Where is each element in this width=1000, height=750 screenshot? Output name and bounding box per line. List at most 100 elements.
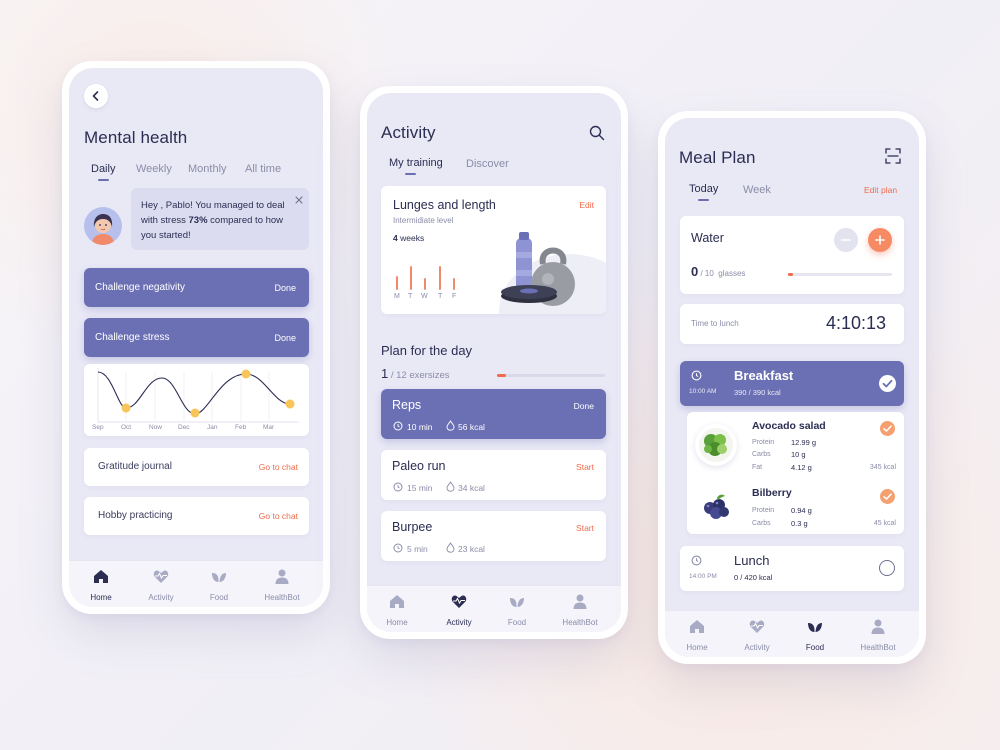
lunch-timer-card: Time to lunch 4:10:13	[680, 304, 904, 344]
tab-monthly[interactable]: Monthly	[188, 163, 227, 175]
nav-home[interactable]: Home	[74, 569, 128, 605]
bilberry-image	[699, 492, 733, 522]
meal-kcal: 0 / 420 kcal	[734, 573, 773, 582]
scan-icon[interactable]	[885, 148, 901, 164]
user-icon	[573, 594, 587, 609]
food-checked[interactable]	[880, 489, 895, 504]
exercise-card[interactable]: Paleo run Start 15 min 34 kcal	[381, 450, 606, 500]
breakfast-card[interactable]: 10:00 AM Breakfast 390 / 390 kcal	[680, 361, 904, 406]
nav-food[interactable]: Food	[192, 569, 246, 605]
meal-name: Breakfast	[734, 368, 794, 383]
weeks-label: weeks	[397, 233, 425, 243]
exercise-card-active[interactable]: Reps Done 10 min 56 kcal	[381, 389, 606, 439]
exercise-start[interactable]: Start	[576, 523, 594, 533]
nav-activity[interactable]: Activity	[730, 619, 784, 655]
nav-label: Activity	[446, 618, 472, 627]
nav-label: Food	[209, 593, 229, 602]
challenge-done[interactable]: Done	[274, 333, 296, 343]
clock-icon	[691, 370, 702, 381]
user-icon	[275, 569, 289, 584]
workout-card[interactable]: Lunges and length Edit Intermidiate leve…	[381, 186, 606, 314]
check-icon	[882, 379, 893, 388]
plan-count: 1	[381, 366, 389, 381]
nav-food[interactable]: Food	[788, 619, 842, 655]
day-label: W	[421, 293, 428, 300]
journal-card[interactable]: Hobby practicing Go to chat	[84, 497, 309, 535]
emoji-markers	[121, 369, 295, 418]
decrease-water-button[interactable]	[834, 228, 858, 252]
challenge-card[interactable]: Challenge stress Done	[84, 318, 309, 357]
nav-home[interactable]: Home	[670, 619, 724, 655]
activity-phone: Activity My training Discover Lunges and…	[360, 86, 628, 639]
macro-label: Protein	[752, 439, 775, 446]
heart-pulse-icon	[451, 595, 467, 608]
workout-level: Intermidiate level	[393, 216, 454, 225]
tab-all-time[interactable]: All time	[245, 163, 282, 175]
go-to-chat-link[interactable]: Go to chat	[258, 511, 298, 521]
food-checked[interactable]	[880, 421, 895, 436]
edit-link[interactable]: Edit	[579, 200, 594, 210]
tab-indicator	[698, 199, 709, 201]
home-icon	[690, 620, 704, 633]
close-icon[interactable]	[294, 192, 304, 204]
exercise-name: Reps	[392, 398, 422, 412]
challenge-label: Challenge negativity	[95, 282, 186, 293]
tab-week[interactable]: Week	[743, 184, 771, 196]
water-count: 0	[691, 264, 699, 279]
nav-food[interactable]: Food	[490, 594, 544, 630]
bottom-nav: Home Activity Food HealthBot	[367, 585, 621, 632]
activity-screen: Activity My training Discover Lunges and…	[367, 93, 621, 632]
mental-health-screen: Mental health Daily Weekly Monthly All t…	[69, 68, 323, 607]
exercise-time: 5 min	[407, 544, 428, 554]
nav-healthbot[interactable]: HealthBot	[255, 569, 309, 605]
journal-label: Gratitude journal	[98, 461, 172, 472]
tab-weekly[interactable]: Weekly	[136, 163, 172, 175]
macro-value: 0.94 g	[791, 506, 812, 515]
tab-my-training[interactable]: My training	[389, 157, 443, 169]
nav-activity[interactable]: Activity	[134, 569, 188, 605]
weeks-number: 4	[393, 233, 398, 243]
lunch-checkbox[interactable]	[879, 560, 895, 576]
avocado-salad-image	[695, 424, 737, 466]
plan-progress-fill	[497, 374, 506, 377]
increase-water-button[interactable]	[868, 228, 892, 252]
nav-healthbot[interactable]: HealthBot	[553, 594, 607, 630]
breakfast-checked[interactable]	[879, 375, 896, 392]
macro-label: Carbs	[752, 520, 771, 527]
challenge-card[interactable]: Challenge negativity Done	[84, 268, 309, 307]
plan-total: / 12 exersizes	[390, 370, 450, 381]
meal-time: 14:00 PM	[689, 573, 717, 580]
plus-icon	[875, 235, 885, 245]
chart-month: Oct	[121, 424, 132, 431]
search-icon[interactable]	[589, 125, 605, 141]
lunch-card[interactable]: 14:00 PM Lunch 0 / 420 kcal	[680, 546, 904, 591]
exercise-start[interactable]: Start	[576, 462, 594, 472]
tab-today[interactable]: Today	[689, 183, 719, 195]
chart-month: Jan	[207, 424, 218, 431]
clock-icon	[691, 555, 702, 566]
meal-name: Lunch	[734, 553, 770, 568]
meal-plan-phone: Meal Plan Today Week Edit plan Water 0 /…	[658, 111, 926, 664]
bottom-nav: Home Activity Food HealthBot	[69, 560, 323, 607]
water-progress-start	[788, 273, 793, 276]
challenge-done[interactable]: Done	[274, 283, 296, 293]
home-icon	[94, 570, 108, 583]
nav-healthbot[interactable]: HealthBot	[851, 619, 905, 655]
tab-daily[interactable]: Daily	[91, 163, 116, 175]
back-button[interactable]	[84, 84, 108, 108]
day-bar	[410, 266, 412, 290]
exercise-card[interactable]: Burpee Start 5 min 23 kcal	[381, 511, 606, 561]
day-label: T	[438, 293, 443, 300]
nav-home[interactable]: Home	[370, 594, 424, 630]
clock-icon	[393, 543, 403, 553]
edit-plan-link[interactable]: Edit plan	[864, 185, 898, 195]
check-icon	[883, 425, 892, 432]
page-title: Meal Plan	[679, 148, 756, 167]
tab-discover[interactable]: Discover	[466, 158, 509, 170]
nav-activity[interactable]: Activity	[432, 594, 486, 630]
journal-card[interactable]: Gratitude journal Go to chat	[84, 448, 309, 486]
exercise-done[interactable]: Done	[573, 401, 594, 411]
mood-chart: Sep Oct Now Dec Jan Feb Mar	[84, 364, 309, 436]
kettlebell-bottle-illustration	[499, 232, 606, 314]
go-to-chat-link[interactable]: Go to chat	[258, 462, 298, 472]
